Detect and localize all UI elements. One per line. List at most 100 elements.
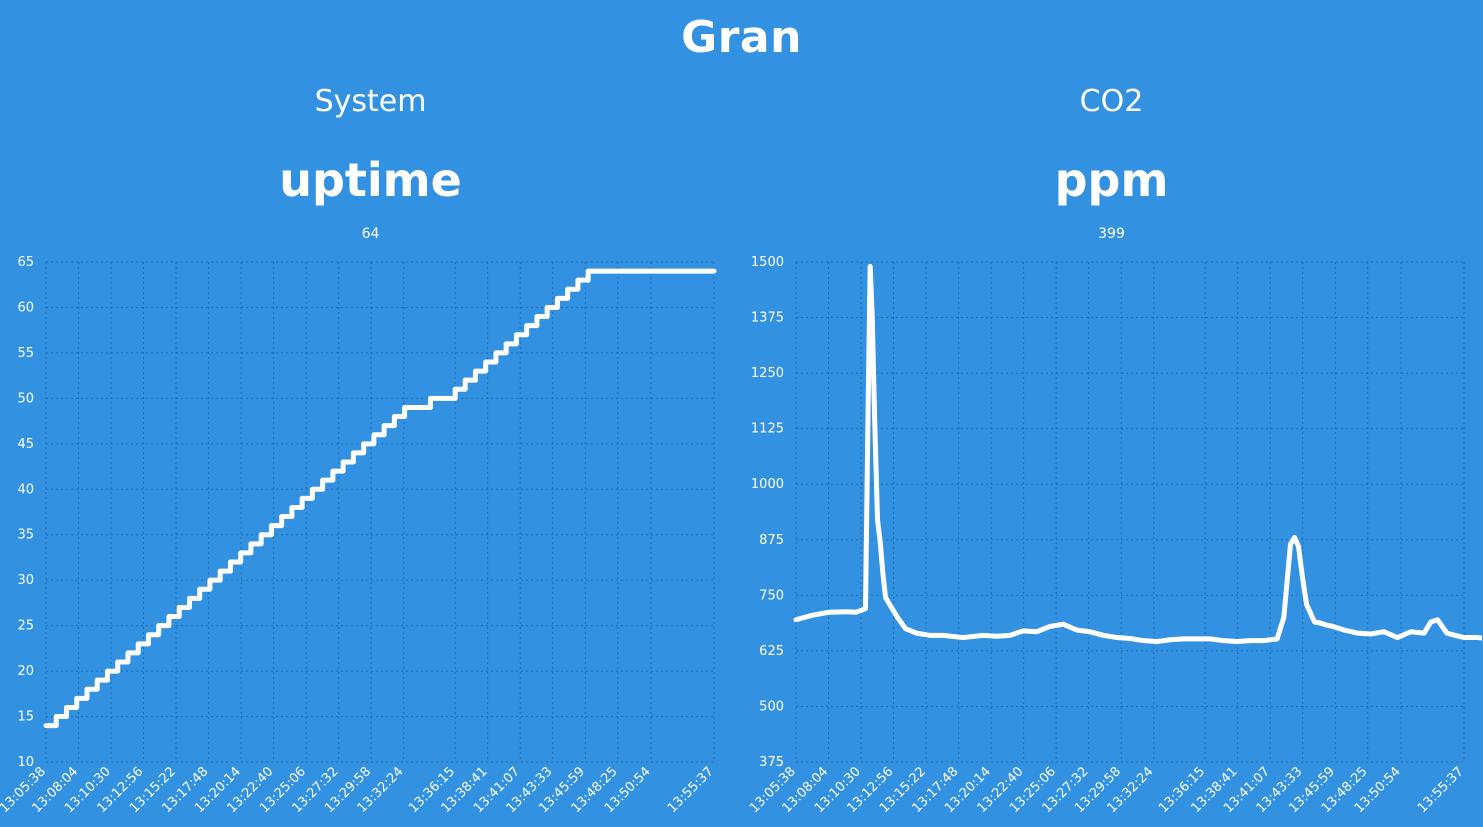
data-point [393, 415, 395, 418]
data-point [485, 361, 487, 363]
data-point [1263, 640, 1265, 642]
data-point [1313, 621, 1316, 623]
series-line [793, 263, 1482, 645]
page-title: Gran [681, 12, 802, 63]
group-title: CO2 [1079, 84, 1144, 119]
data-point [1396, 636, 1399, 639]
data-point [638, 270, 640, 272]
data-point [404, 406, 406, 409]
data-point [867, 403, 869, 405]
data-point [846, 611, 848, 613]
data-point [1370, 633, 1372, 635]
data-point [1305, 603, 1308, 605]
y-tick-label: 60 [17, 300, 34, 315]
data-point [995, 635, 998, 637]
data-point [1022, 630, 1024, 632]
y-tick-label: 40 [17, 482, 34, 497]
y-tick-label: 65 [17, 255, 34, 270]
data-point [1089, 631, 1091, 633]
data-point [628, 270, 630, 272]
data-point [1410, 631, 1412, 633]
data-point [96, 679, 98, 681]
data-point [178, 606, 180, 609]
data-point [891, 608, 893, 610]
panel-co2: CO2 ppm 399 [741, 0, 1482, 827]
data-point [1430, 621, 1432, 623]
data-point [874, 425, 876, 428]
data-point [474, 370, 477, 372]
data-point [1209, 638, 1211, 640]
data-point [526, 325, 528, 327]
data-point [685, 270, 687, 272]
data-point [536, 315, 538, 318]
y-tick-label: 1500 [751, 255, 784, 270]
series-line [43, 268, 717, 729]
data-point [495, 352, 497, 354]
data-point [260, 534, 262, 536]
data-point [1009, 634, 1011, 636]
data-point [587, 270, 589, 272]
y-tick-label: 50 [17, 391, 34, 406]
data-point [713, 270, 715, 272]
data-point [577, 279, 579, 281]
metric-title: uptime [279, 153, 462, 207]
data-point [1223, 640, 1225, 642]
panel-system: System uptime 64 [0, 0, 741, 827]
data-point [45, 725, 47, 727]
x-tick-label: 13:55:37 [1415, 764, 1467, 816]
y-tick-label: 20 [17, 664, 34, 679]
data-point [1343, 629, 1345, 631]
y-tick-label: 1250 [751, 366, 784, 381]
data-point [855, 611, 857, 613]
y-tick-label: 10 [17, 755, 34, 770]
data-point [281, 515, 283, 518]
data-point [454, 388, 456, 390]
data-point [1332, 625, 1334, 628]
metric-title: ppm [1054, 153, 1169, 207]
data-point [464, 379, 466, 381]
data-point [1356, 632, 1358, 634]
data-point [871, 314, 873, 316]
data-point [618, 270, 620, 272]
data-point [1297, 545, 1300, 548]
data-point [229, 561, 232, 563]
data-point [117, 661, 119, 663]
y-tick-label: 1125 [751, 422, 784, 437]
data-point [876, 519, 879, 521]
data-point [887, 601, 889, 603]
data-point [1076, 629, 1078, 631]
data-point [363, 443, 365, 445]
data-point [828, 611, 831, 613]
data-point [1142, 640, 1145, 642]
data-point [1116, 636, 1118, 639]
data-point [1035, 631, 1038, 633]
data-point [1182, 638, 1185, 640]
data-point [127, 652, 129, 654]
data-point [1156, 640, 1158, 643]
data-point [650, 270, 652, 272]
group-title: System [314, 84, 427, 119]
data-point [882, 572, 884, 574]
data-point [879, 541, 881, 543]
uptime-chart: 10152025303540455055606513:05:3813:08:04… [0, 255, 717, 816]
data-point [311, 488, 313, 490]
ppm-chart: 3755006257508751000112512501375150013:05… [747, 255, 1482, 816]
data-point [301, 497, 303, 499]
data-point [383, 425, 385, 427]
data-point [1169, 639, 1171, 641]
data-point [864, 608, 867, 610]
data-point [795, 619, 797, 621]
data-point [1289, 543, 1292, 545]
data-point [342, 461, 344, 463]
data-point [1454, 634, 1456, 636]
data-point [1102, 634, 1104, 636]
current-value: 64 [361, 226, 380, 242]
data-point [137, 643, 139, 645]
data-point [869, 265, 871, 268]
data-point [811, 614, 813, 616]
data-point [696, 270, 698, 272]
y-tick-label: 25 [17, 619, 34, 634]
data-point [1476, 636, 1479, 639]
data-point [240, 552, 242, 554]
